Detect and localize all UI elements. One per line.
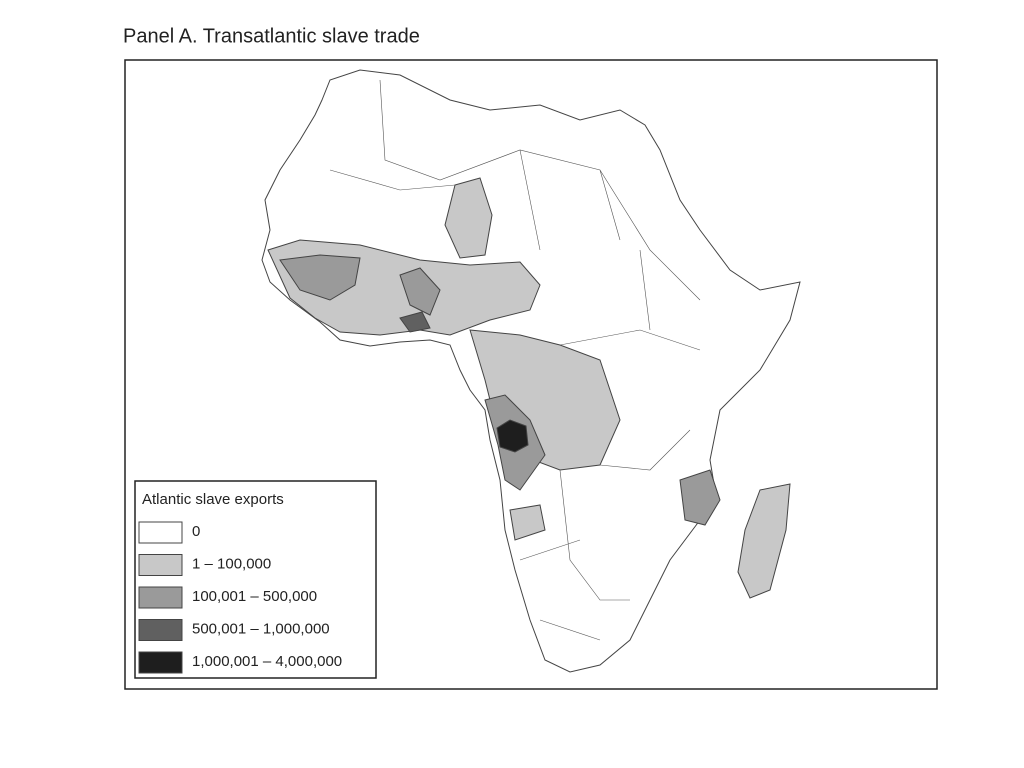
panel-title: Panel A. Transatlantic slave trade: [123, 25, 420, 47]
region: [444, 177, 493, 259]
region: [509, 504, 546, 541]
legend-title: Atlantic slave exports: [142, 491, 284, 508]
region: [279, 254, 361, 301]
legend-label: 1 – 100,000: [192, 555, 271, 572]
legend-swatch: [138, 521, 183, 544]
legend-swatch: [138, 554, 183, 576]
legend-label: 500,001 – 1,000,000: [192, 620, 330, 637]
legend-swatch: [138, 619, 183, 641]
legend-label: 100,001 – 500,000: [192, 588, 317, 605]
legend-label: 0: [192, 523, 200, 540]
region: [496, 419, 529, 453]
legend-swatch: [138, 651, 183, 674]
region: [399, 267, 441, 316]
legend-box: [134, 480, 377, 679]
region: [399, 311, 431, 333]
legend-label: 1,000,001 – 4,000,000: [192, 653, 342, 670]
legend-swatch: [138, 586, 183, 609]
map: [261, 69, 801, 673]
madagascar: [737, 483, 791, 599]
legend-items: 0 1 – 100,000 100,001 – 500,000 500,001 – 1…: [138, 521, 342, 674]
internal-borders: [329, 79, 701, 641]
region: [679, 469, 721, 526]
